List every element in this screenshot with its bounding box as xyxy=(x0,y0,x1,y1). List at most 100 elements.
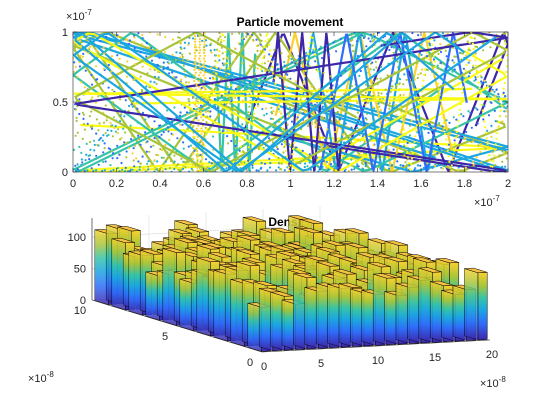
particle-point xyxy=(256,49,259,53)
particle-point xyxy=(228,73,231,76)
particle-point xyxy=(219,67,222,70)
particle-point xyxy=(252,38,255,42)
particle-point xyxy=(277,108,280,111)
particle-point xyxy=(230,89,233,93)
particle-point xyxy=(183,41,187,44)
particle-point xyxy=(146,72,149,75)
particle-point xyxy=(490,135,493,138)
particle-point xyxy=(133,40,136,43)
particle-point xyxy=(80,81,83,84)
particle-point xyxy=(273,77,276,80)
particle-x-tick-label: 0.4 xyxy=(152,178,167,190)
particle-point xyxy=(162,61,165,64)
particle-point xyxy=(189,109,192,112)
particle-point xyxy=(277,120,280,123)
particle-point xyxy=(305,51,308,55)
particle-point xyxy=(441,32,444,35)
particle-point xyxy=(215,54,218,57)
particle-point xyxy=(133,144,136,147)
particle-point xyxy=(451,158,454,161)
particle-point xyxy=(216,39,220,42)
particle-point xyxy=(309,36,312,39)
particle-point xyxy=(244,133,247,136)
particle-point xyxy=(203,65,207,69)
particle-point xyxy=(206,166,209,169)
particle-point xyxy=(85,142,88,145)
particle-point xyxy=(247,159,250,162)
particle-point xyxy=(208,167,211,170)
particle-point xyxy=(125,156,128,159)
particle-point xyxy=(300,91,304,95)
particle-point xyxy=(364,161,367,165)
particle-point xyxy=(287,166,290,169)
particle-point xyxy=(395,151,398,154)
particle-point xyxy=(372,106,375,109)
particle-point xyxy=(179,51,182,55)
particle-point xyxy=(497,98,500,101)
particle-point xyxy=(481,81,484,84)
particle-point xyxy=(486,140,489,143)
particle-point xyxy=(370,95,373,98)
particle-point xyxy=(205,44,208,47)
particle-point xyxy=(380,65,383,68)
particle-point xyxy=(234,139,237,142)
particle-point xyxy=(217,37,220,40)
particle-point xyxy=(295,117,298,120)
particle-point xyxy=(139,51,142,54)
particle-point xyxy=(268,137,271,140)
particle-point xyxy=(153,81,156,84)
particle-point xyxy=(365,45,368,48)
particle-point xyxy=(349,43,352,46)
particle-point xyxy=(129,124,132,127)
particle-point xyxy=(196,169,199,172)
particle-point xyxy=(209,110,212,113)
particle-point xyxy=(421,117,424,121)
particle-point xyxy=(268,166,272,169)
particle-point xyxy=(349,136,352,139)
particle-point xyxy=(201,152,204,155)
particle-point xyxy=(156,63,159,66)
particle-point xyxy=(238,140,241,143)
particle-point xyxy=(102,67,105,70)
particle-point xyxy=(125,150,128,153)
particle-point xyxy=(357,138,360,141)
particle-point xyxy=(195,105,198,108)
particle-point xyxy=(379,109,382,112)
particle-point xyxy=(459,135,462,138)
particle-point xyxy=(279,76,282,80)
particle-point xyxy=(191,125,194,129)
particle-point xyxy=(141,33,144,37)
particle-point xyxy=(268,157,271,160)
particle-point xyxy=(76,131,79,134)
particle-point xyxy=(468,41,471,44)
particle-point xyxy=(156,160,159,163)
particle-point xyxy=(378,105,381,108)
particle-point xyxy=(259,50,262,53)
particle-point xyxy=(199,104,203,107)
particle-point xyxy=(310,32,313,34)
particle-point xyxy=(392,51,395,54)
particle-point xyxy=(73,148,76,151)
particle-point xyxy=(431,166,434,169)
particle-point xyxy=(388,107,391,110)
density-z-tick-label: 0 xyxy=(80,295,86,307)
particle-point xyxy=(487,148,490,151)
particle-point xyxy=(276,148,279,151)
particle-point xyxy=(505,48,508,51)
particle-point xyxy=(301,149,304,152)
particle-point xyxy=(416,76,419,80)
particle-point xyxy=(432,49,435,52)
particle-point xyxy=(347,169,350,172)
particle-point xyxy=(495,148,498,151)
particle-point xyxy=(141,65,144,68)
particle-point xyxy=(304,69,307,72)
particle-point xyxy=(109,121,112,124)
particle-point xyxy=(74,134,77,137)
particle-point xyxy=(283,64,286,67)
particle-point xyxy=(204,71,207,74)
particle-point xyxy=(233,59,236,62)
particle-point xyxy=(295,80,298,83)
particle-point xyxy=(193,149,196,152)
particle-point xyxy=(268,43,271,47)
particle-point xyxy=(226,142,230,145)
